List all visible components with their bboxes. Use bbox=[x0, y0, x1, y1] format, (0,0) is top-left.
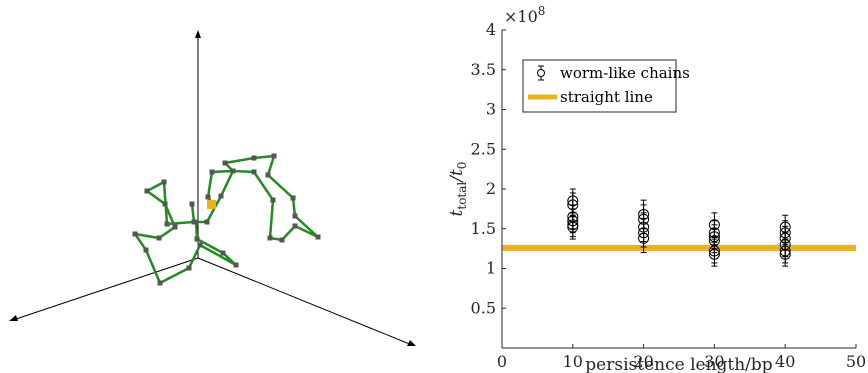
legend-box bbox=[522, 59, 677, 113]
point-marker bbox=[708, 248, 720, 260]
x-tick-label: 30 bbox=[704, 352, 724, 371]
chain-node bbox=[290, 195, 296, 201]
point-marker bbox=[638, 232, 650, 244]
y-tick-label: 1 bbox=[486, 259, 496, 278]
x-axis-label: persistence length/bp bbox=[585, 355, 772, 373]
chain-node bbox=[194, 236, 200, 242]
chain-node bbox=[162, 201, 168, 207]
y-tick-label: 0.5 bbox=[471, 298, 496, 317]
x-tick-label: 10 bbox=[563, 352, 583, 371]
chain-node bbox=[271, 153, 277, 159]
chain-node bbox=[164, 221, 170, 227]
chain-node bbox=[270, 197, 276, 203]
chain-node bbox=[172, 224, 178, 230]
chain-diagram bbox=[9, 30, 416, 346]
legend-label-wlc: worm-like chains bbox=[560, 64, 690, 82]
x-tick-label: 20 bbox=[633, 352, 653, 371]
y-tick-label: 4 bbox=[486, 20, 496, 39]
diagram-axis-x-arrow bbox=[9, 315, 18, 321]
chain-node bbox=[157, 280, 163, 286]
chain-node bbox=[292, 213, 298, 219]
point-marker bbox=[567, 221, 579, 233]
chain-node bbox=[222, 160, 228, 166]
data-point bbox=[567, 214, 579, 240]
chain-node bbox=[292, 223, 298, 229]
chain-node bbox=[189, 201, 195, 207]
y-tick-label: 3 bbox=[486, 100, 496, 119]
chain-node bbox=[279, 237, 285, 243]
chain-node bbox=[191, 219, 197, 225]
diagram-axis-z-arrow bbox=[195, 30, 201, 38]
chain-node bbox=[156, 235, 162, 241]
y-axis-label: ttotal/t0 bbox=[447, 162, 469, 217]
chain-node bbox=[230, 168, 236, 174]
chain-node bbox=[233, 262, 239, 268]
chain-node bbox=[144, 188, 150, 194]
data-point bbox=[708, 241, 720, 267]
x-tick-label: 50 bbox=[846, 352, 866, 371]
data-point bbox=[779, 241, 791, 267]
chain-node bbox=[251, 169, 257, 175]
chain-node bbox=[315, 234, 321, 240]
legend-marker-wlc bbox=[537, 65, 545, 81]
chain-node bbox=[132, 231, 138, 237]
legend-label-line: straight line bbox=[560, 88, 653, 106]
diagram-axis-x bbox=[12, 257, 199, 321]
point-marker bbox=[779, 248, 791, 260]
chain-node bbox=[161, 179, 167, 185]
chain-node bbox=[267, 235, 273, 241]
chain-node bbox=[186, 265, 192, 271]
y-tick-label: 2 bbox=[486, 179, 496, 198]
chain-node bbox=[251, 155, 257, 161]
chain-node bbox=[209, 169, 215, 175]
chain-node bbox=[220, 250, 226, 256]
chain-node bbox=[143, 247, 149, 253]
x-tick-label: 0 bbox=[497, 352, 507, 371]
chain-node bbox=[204, 219, 210, 225]
chain-node bbox=[205, 194, 211, 200]
legend: worm-like chains straight line bbox=[522, 59, 690, 113]
diagram-axes bbox=[9, 30, 416, 346]
diagram-axis-y-arrow bbox=[407, 340, 416, 346]
y-tick-label: 1.5 bbox=[471, 219, 496, 238]
chain-start-node bbox=[207, 200, 216, 209]
y-multiplier: ×108 bbox=[504, 4, 545, 26]
chart-plot: 0 10 20 30 40 50 0.5 1 1.5 2 2.5 3 3.5 4 ×108 persis… bbox=[447, 4, 866, 373]
data-point bbox=[638, 223, 650, 254]
chain-node bbox=[265, 172, 271, 178]
diagram-axis-y bbox=[197, 257, 413, 346]
y-tick-label: 2.5 bbox=[471, 139, 496, 158]
y-multiplier-exp: 8 bbox=[538, 4, 546, 18]
x-tick-label: 40 bbox=[775, 352, 795, 371]
chain-node bbox=[218, 193, 224, 199]
y-tick-label: 3.5 bbox=[471, 60, 496, 79]
chain-path bbox=[132, 154, 319, 285]
chain-node bbox=[197, 242, 203, 248]
